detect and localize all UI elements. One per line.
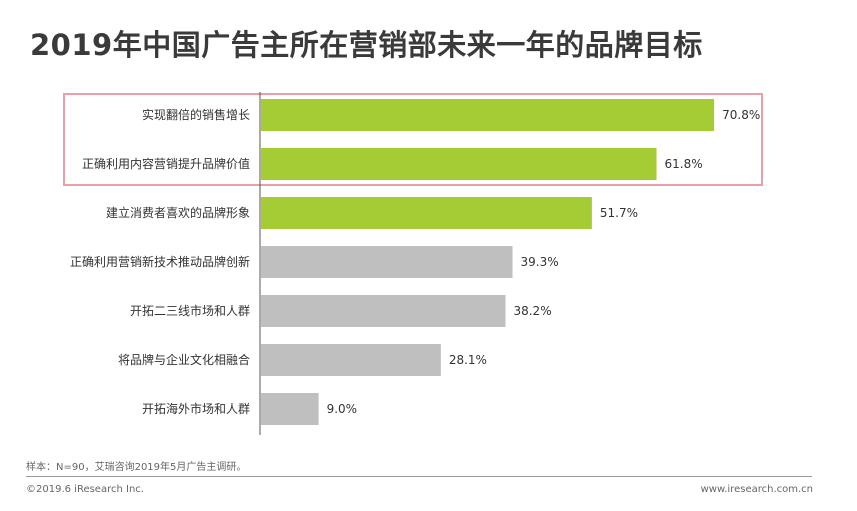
bar (261, 344, 441, 376)
category-label: 正确利用营销新技术推动品牌创新 (70, 254, 250, 269)
value-label: 28.1% (449, 353, 487, 367)
copyright: ©2019.6 iResearch Inc. (26, 484, 144, 495)
footer-divider (26, 476, 812, 477)
category-label: 开拓海外市场和人群 (142, 401, 250, 416)
highlight-box (63, 93, 763, 186)
chart-title: 2019年中国广告主所在营销部未来一年的品牌目标 (30, 28, 703, 62)
bar (261, 246, 513, 278)
bar (261, 148, 657, 180)
value-label: 39.3% (521, 255, 559, 269)
category-label: 建立消费者喜欢的品牌形象 (106, 205, 250, 220)
category-label: 开拓二三线市场和人群 (130, 303, 250, 318)
footnote: 样本：N=90，艾瑞咨询2019年5月广告主调研。 (26, 462, 247, 473)
value-label: 70.8% (722, 108, 760, 122)
bar (261, 393, 319, 425)
value-label: 38.2% (513, 304, 551, 318)
bar (261, 99, 715, 131)
category-label: 实现翻倍的销售增长 (142, 107, 250, 122)
website: www.iresearch.com.cn (700, 484, 813, 495)
category-label: 正确利用内容营销提升品牌价值 (82, 156, 250, 171)
bar-chart: 实现翻倍的销售增长 70.8% 正确利用内容营销提升品牌价值 61.8% 建立消费者喜欢… (63, 92, 763, 435)
bar (261, 295, 506, 327)
value-label: 9.0% (327, 402, 358, 416)
value-label: 51.7% (600, 206, 638, 220)
category-label: 将品牌与企业文化相融合 (118, 352, 250, 367)
bar (261, 197, 592, 229)
value-label: 61.8% (665, 157, 703, 171)
